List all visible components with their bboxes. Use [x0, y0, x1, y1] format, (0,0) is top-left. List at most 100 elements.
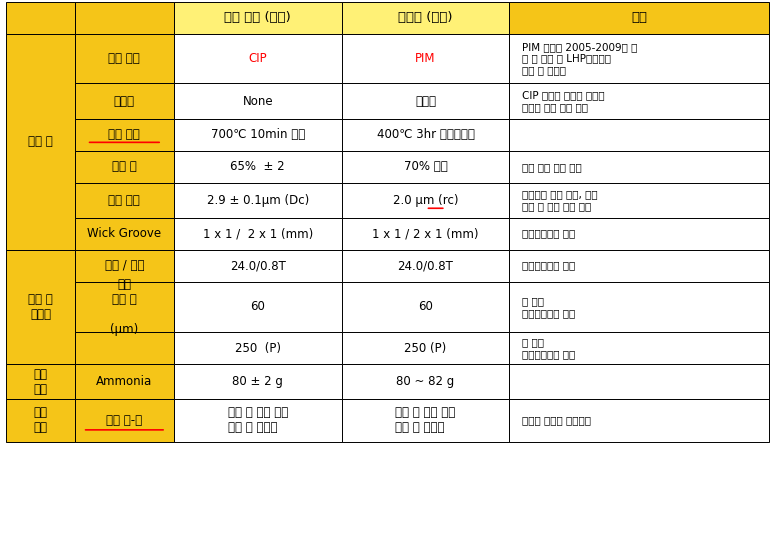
Bar [342, 2, 510, 34]
Text: Wick Groove: Wick Groove [87, 227, 161, 240]
Bar [510, 332, 769, 364]
Bar [174, 83, 342, 119]
Text: 증발 기 히터 가열
응축 기 냉각수: 증발 기 히터 가열 응축 기 냉각수 [227, 407, 288, 434]
Text: 24.0/0.8T: 24.0/0.8T [230, 259, 286, 272]
Text: 소결 조건: 소결 조건 [109, 128, 140, 142]
Bar [174, 34, 342, 83]
Bar [174, 332, 342, 364]
Bar [6, 2, 75, 34]
Bar [6, 250, 75, 364]
Bar [510, 399, 769, 442]
Bar [510, 83, 769, 119]
Bar [510, 282, 769, 332]
Bar [174, 364, 342, 399]
Text: 작동
유체: 작동 유체 [33, 368, 48, 396]
Text: 2.0 μm (rc): 2.0 μm (rc) [392, 194, 458, 207]
Text: 설계도면의거 공통: 설계도면의거 공통 [523, 261, 576, 271]
Text: 대홍 기업 (수립): 대홍 기업 (수립) [224, 11, 291, 24]
Text: 외경 / 두께: 외경 / 두께 [105, 259, 144, 272]
Bar [75, 332, 174, 364]
Text: 250  (P): 250 (P) [235, 342, 281, 355]
Bar [75, 250, 174, 282]
Text: 바인더: 바인더 [114, 95, 135, 107]
Text: 기공 크기: 기공 크기 [109, 194, 140, 207]
Text: 성형 방법: 성형 방법 [109, 52, 140, 65]
Bar [342, 250, 510, 282]
Text: 진공 체-버: 진공 체-버 [106, 414, 143, 427]
Bar [75, 119, 174, 151]
Text: 80 ± 2 g: 80 ± 2 g [232, 375, 283, 388]
Text: PIM: PIM [416, 52, 436, 65]
Bar [342, 151, 510, 183]
Text: CIP 공법은 우레탄 자루에
파우더 넣고 가압 성형: CIP 공법은 우레탄 자루에 파우더 넣고 가압 성형 [523, 90, 605, 112]
Bar [174, 119, 342, 151]
Bar [510, 151, 769, 183]
Text: Ammonia: Ammonia [96, 375, 153, 388]
Text: 대구대 (제시): 대구대 (제시) [399, 11, 453, 24]
Bar [6, 364, 75, 399]
Bar [342, 34, 510, 83]
Text: 기공 률: 기공 률 [112, 160, 136, 174]
Bar [75, 183, 174, 218]
Bar [75, 364, 174, 399]
Text: 내벽
삼각 홈

(μm): 내벽 삼각 홈 (μm) [110, 278, 139, 336]
Bar [510, 364, 769, 399]
Text: 250 (P): 250 (P) [405, 342, 446, 355]
Bar [75, 399, 174, 442]
Text: 400℃ 3hr 수소분위기: 400℃ 3hr 수소분위기 [376, 128, 474, 142]
Text: PIM 공법은 2005-2009년 위
성 열 제어 용 LHP개발과제
에서 기 확립됨: PIM 공법은 2005-2009년 위 성 열 제어 용 LHP개발과제 에서… [523, 42, 638, 75]
Text: 1 x 1 /  2 x 1 (mm): 1 x 1 / 2 x 1 (mm) [203, 227, 313, 240]
Bar [510, 218, 769, 250]
Bar [174, 282, 342, 332]
Text: 24.0/0.8T: 24.0/0.8T [398, 259, 453, 272]
Bar [75, 83, 174, 119]
Text: 70% 이상: 70% 이상 [404, 160, 447, 174]
Text: 80 ~ 82 g: 80 ~ 82 g [396, 375, 455, 388]
Bar [342, 119, 510, 151]
Bar [174, 151, 342, 183]
Bar [510, 2, 769, 34]
Bar [510, 34, 769, 83]
Text: 700℃ 10min 진공: 700℃ 10min 진공 [210, 128, 305, 142]
Bar [174, 2, 342, 34]
Text: 65%  ± 2: 65% ± 2 [231, 160, 285, 174]
Text: 60: 60 [418, 300, 433, 314]
Bar [75, 218, 174, 250]
Bar [75, 151, 174, 183]
Text: 60: 60 [251, 300, 265, 314]
Bar [75, 34, 174, 83]
Bar [510, 183, 769, 218]
Text: 부피 질량 측정 방식: 부피 질량 측정 방식 [523, 162, 582, 172]
Bar [342, 364, 510, 399]
Bar [6, 399, 75, 442]
Bar [6, 34, 75, 250]
Text: 메탈 옜: 메탈 옜 [28, 135, 53, 148]
Bar [342, 332, 510, 364]
Text: 평균직경 또는 반경, 기공
크기 별 분포 비율 중요: 평균직경 또는 반경, 기공 크기 별 분포 비율 중요 [523, 190, 598, 211]
Text: 증발 기
응축기: 증발 기 응축기 [28, 293, 53, 321]
Bar [174, 218, 342, 250]
Bar [342, 218, 510, 250]
Bar [75, 282, 174, 332]
Bar [342, 282, 510, 332]
Text: 홈 깊이
설계도면의거 공통: 홈 깊이 설계도면의거 공통 [523, 296, 576, 318]
Text: 1 x 1 / 2 x 1 (mm): 1 x 1 / 2 x 1 (mm) [372, 227, 479, 240]
Bar [174, 250, 342, 282]
Bar [174, 399, 342, 442]
Text: 2.9 ± 0.1μm (Dc): 2.9 ± 0.1μm (Dc) [207, 194, 309, 207]
Bar [342, 83, 510, 119]
Text: 성능
시험: 성능 시험 [33, 407, 48, 434]
Text: None: None [243, 95, 273, 107]
Text: 홈 피치
설계도면의거 공통: 홈 피치 설계도면의거 공통 [523, 337, 576, 359]
Text: 비고: 비고 [631, 11, 647, 24]
Text: CIP: CIP [248, 52, 267, 65]
Text: 증발 기 히터 가열
응축 부 냉각수: 증발 기 히터 가열 응축 부 냉각수 [396, 407, 456, 434]
Bar [174, 183, 342, 218]
Text: 동일한 사양과 시험조건: 동일한 사양과 시험조건 [523, 415, 591, 425]
Bar [510, 119, 769, 151]
Bar [75, 2, 174, 34]
Bar [342, 183, 510, 218]
Text: 설계도면의거 공통: 설계도면의거 공통 [523, 229, 576, 239]
Text: 파라핀: 파라핀 [415, 95, 436, 107]
Bar [342, 399, 510, 442]
